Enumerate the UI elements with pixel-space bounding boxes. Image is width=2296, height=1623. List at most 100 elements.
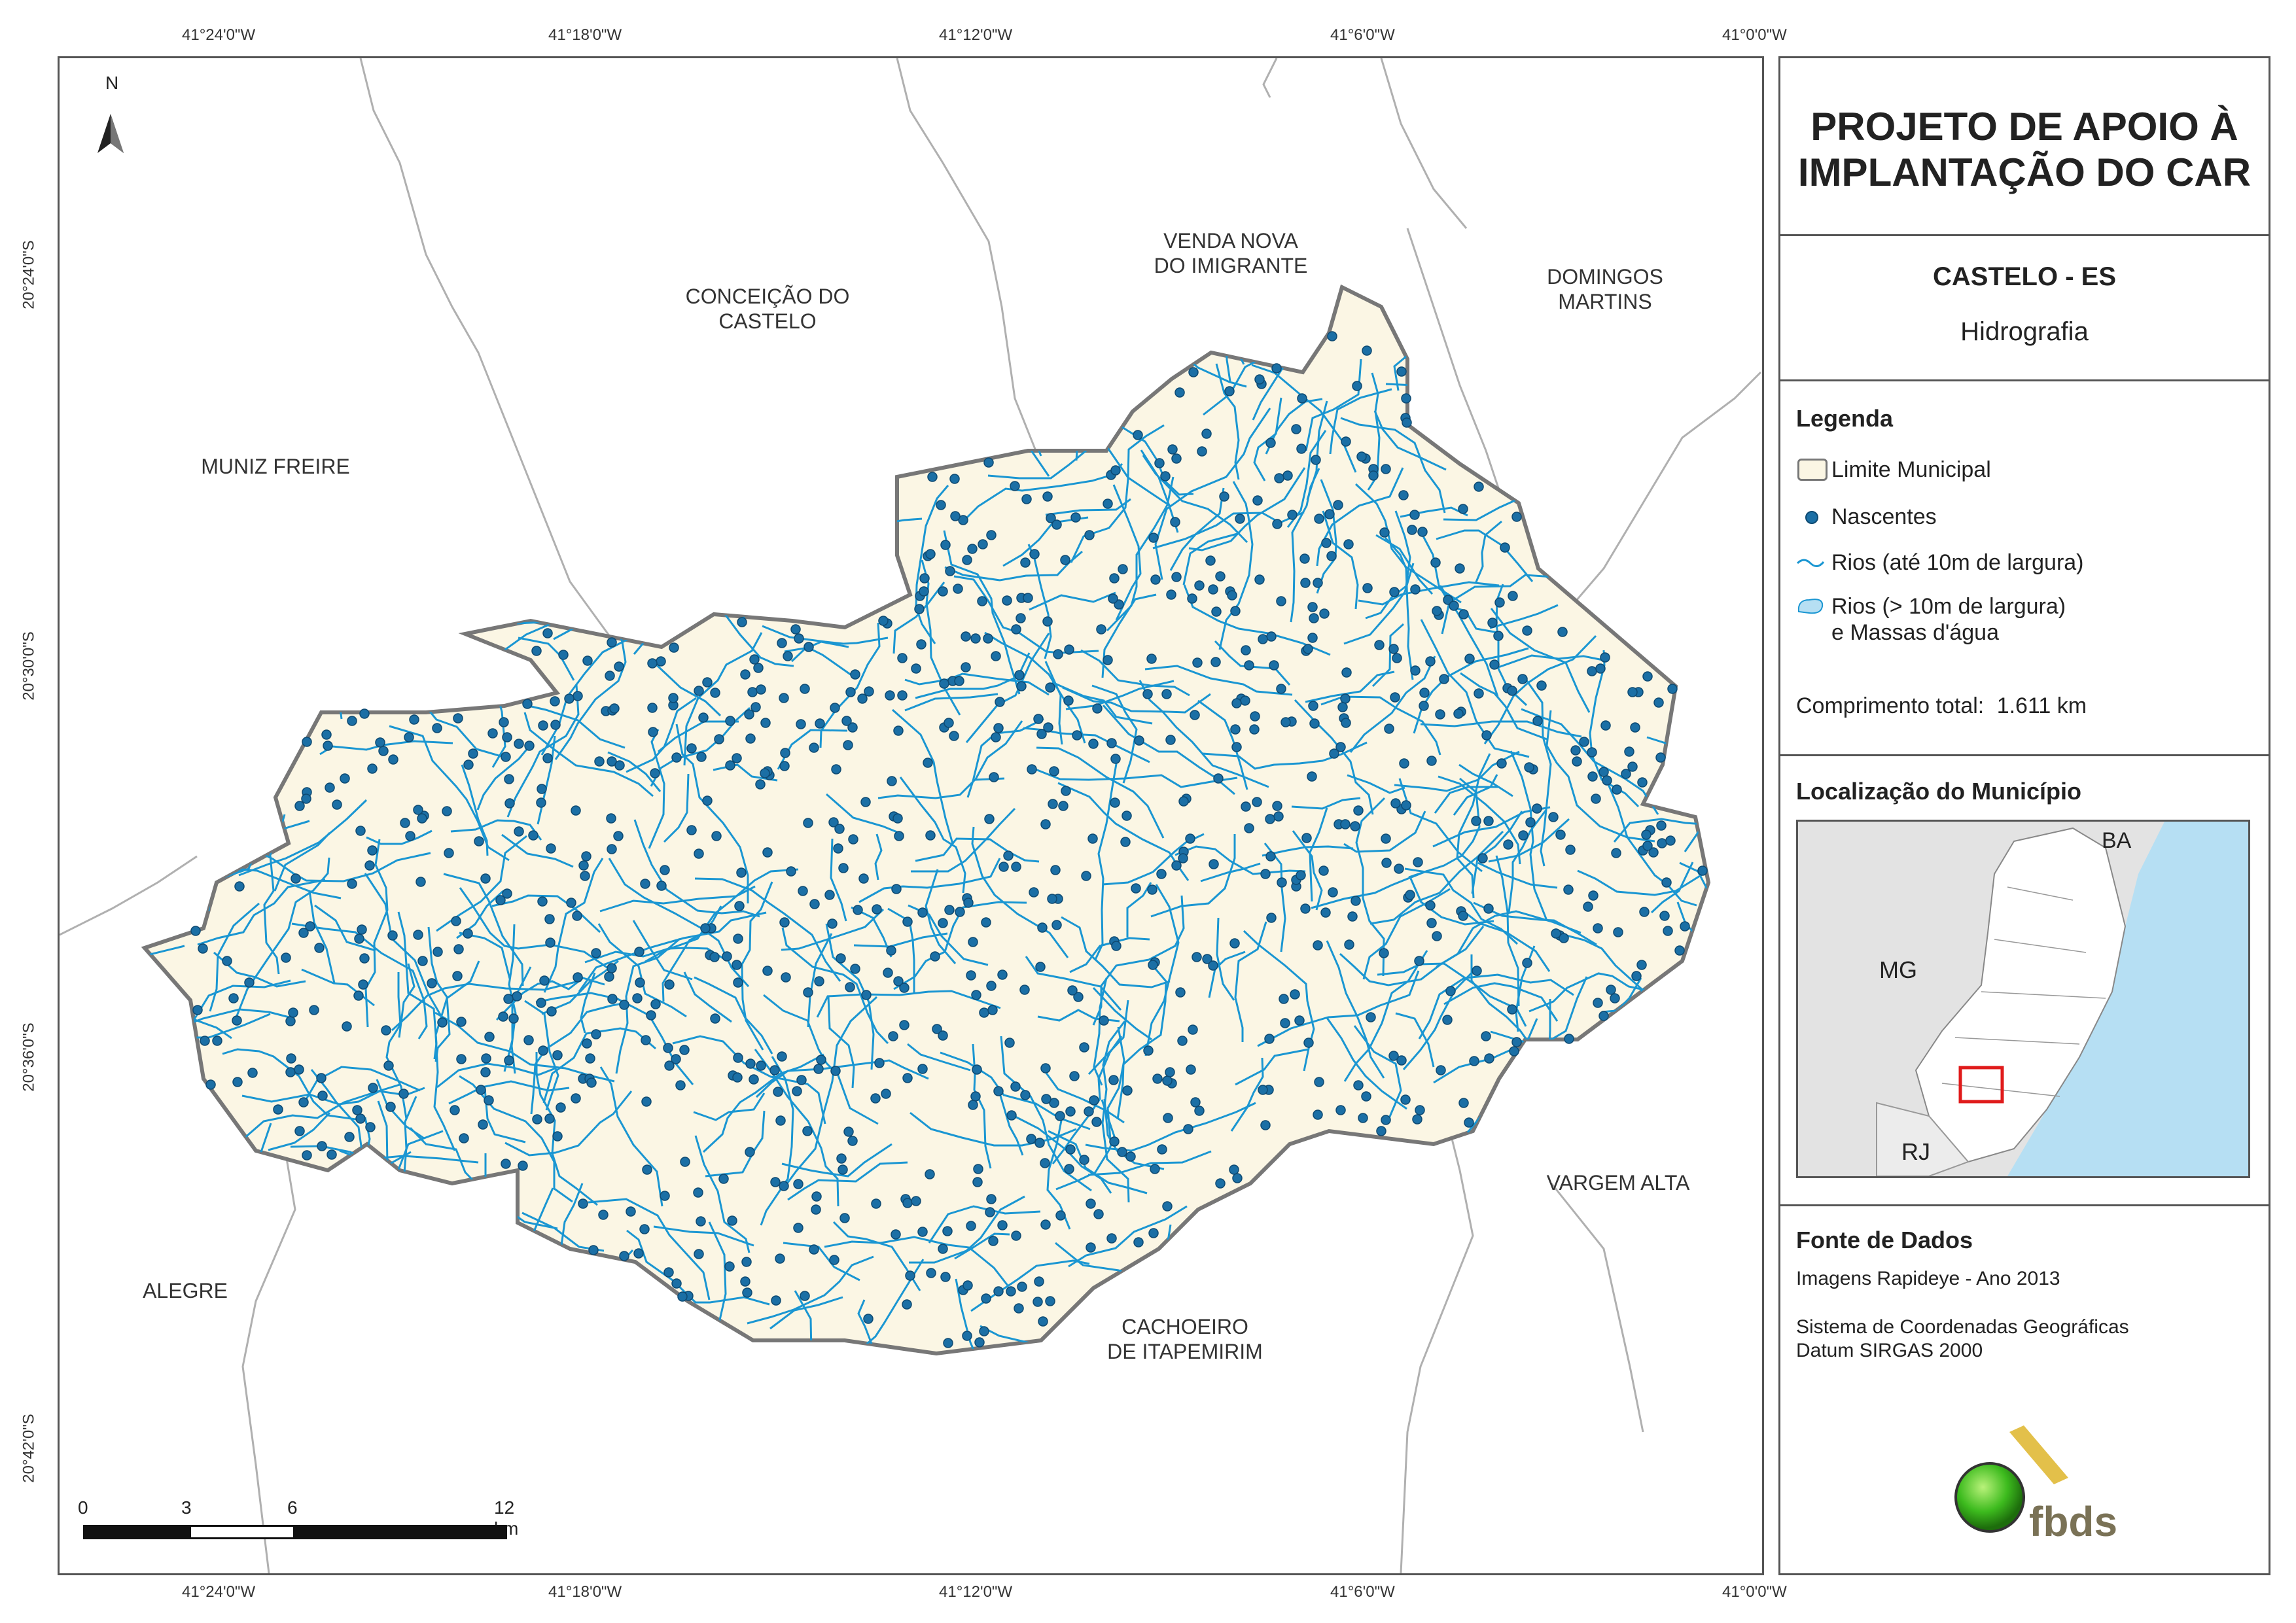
spring-point [1254,574,1265,585]
river-segment [1116,968,1167,1120]
river-segment [1046,1120,1071,1230]
spring-point [1443,595,1453,605]
spring-point [938,918,948,928]
river-segment [783,1242,860,1282]
river-segment [887,907,915,993]
spring-point [314,943,325,953]
river-segment [274,831,331,892]
spring-point [1232,1173,1243,1183]
spring-point [660,1191,670,1201]
spring-point [1477,853,1488,864]
spring-point [1341,667,1352,678]
river-segment [1062,686,1211,714]
spring-point [1122,1085,1133,1096]
castelo-municipio[interactable] [68,204,1759,1415]
spring-point [1038,1316,1048,1327]
river-segment [1473,901,1597,946]
spring-point [381,1025,391,1036]
spring-point [355,1113,366,1124]
river-segment [530,1002,627,1115]
spring-point [751,702,761,712]
spring-point [607,844,617,854]
spring-point [870,1093,881,1104]
spring-point [1667,684,1678,694]
spring-point [1621,769,1631,779]
spring-point [883,968,893,978]
spring-point [932,1024,942,1034]
spring-point [710,688,720,698]
spring-point [803,818,813,828]
spring-point [1081,871,1091,881]
spring-point [1051,920,1062,930]
spring-point [514,739,524,749]
spring-point [1595,663,1606,674]
spring-point [997,1220,1008,1230]
spring-point [1563,884,1574,895]
river-segment [1085,1102,1256,1152]
spring-point [294,801,305,811]
legend-label-rios-massas: Rios (> 10m de largura) e Massas d'água [1831,594,2066,645]
neighbor-boundaries [60,58,1762,1573]
spring-point [442,806,452,816]
spring-point [686,825,697,835]
map-canvas[interactable] [60,58,1762,1573]
spring-point [1340,693,1351,704]
inset-map[interactable]: BA MG RJ [1796,820,2250,1178]
river-segment [892,582,945,654]
spring-point [962,1331,972,1341]
spring-point [893,976,904,986]
map-frame[interactable]: N MUNIZ FREIRE CONCEIÇÃO DO CASTELO VEND… [58,56,1764,1575]
spring-point [619,1251,629,1261]
spring-point [1511,512,1522,522]
spring-point [1061,786,1071,796]
spring-point [696,1216,706,1227]
spring-point [1532,716,1543,726]
spring-point [291,873,301,884]
river-segment [648,729,665,849]
spring-point [432,723,442,733]
spring-point [200,1036,210,1046]
spring-point [228,993,239,1003]
spring-point [273,1104,283,1115]
spring-point [302,737,312,747]
spring-point [1400,1094,1411,1105]
spring-point [1503,839,1513,850]
spring-point [811,1204,821,1215]
river-segment [599,885,756,913]
espirito-santo [1915,827,2127,1163]
spring-point [578,1198,588,1209]
spring-point [923,758,933,768]
spring-point [1402,417,1412,428]
spring-point [1125,1151,1136,1162]
spring-point [1108,593,1118,604]
spring-point [671,1054,681,1064]
spring-point [1639,907,1650,917]
spring-point [582,655,593,666]
river-segment [1197,699,1248,790]
spring-point [512,991,522,1002]
spring-point [1661,877,1672,888]
spring-point [1258,1085,1268,1095]
river-segment [1316,479,1337,594]
spring-point [809,742,819,753]
spring-point [1439,674,1449,684]
spring-point [536,797,546,808]
spring-point [1350,821,1360,831]
river-segment [1436,529,1534,582]
spring-point [734,901,745,911]
spring-point [405,831,415,841]
river-segment [537,735,556,825]
comprimento-label: Comprimento total: [1796,693,1985,718]
river-segment [1384,537,1414,680]
spring-point [364,860,375,871]
spring-point [480,1067,491,1077]
spring-point [792,1086,802,1096]
spring-point [779,693,789,703]
spring-point [387,930,398,941]
spring-point [664,979,675,990]
spring-point [1033,1297,1043,1307]
river-segment [694,976,773,1055]
spring-point [753,663,764,673]
spring-point [205,1079,216,1090]
spring-point [1366,1012,1376,1022]
